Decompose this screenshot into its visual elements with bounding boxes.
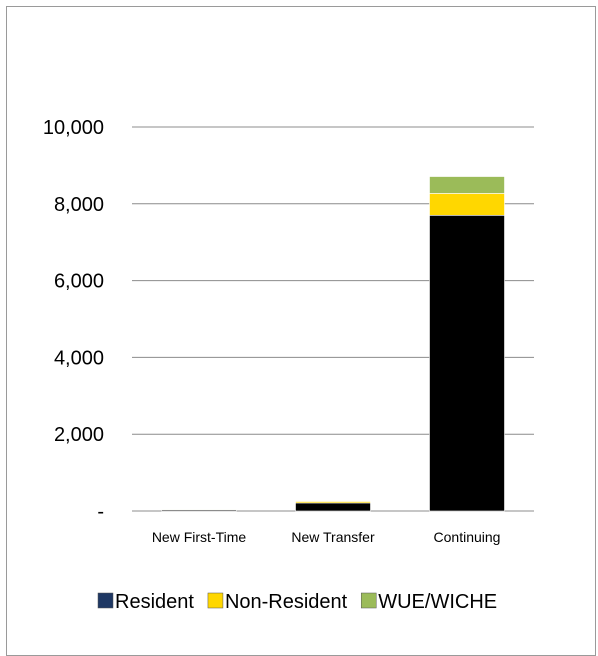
- y-tick-label: 10,000: [43, 117, 104, 139]
- y-tick-label: -: [97, 501, 104, 523]
- y-tick-label: 2,000: [54, 424, 104, 446]
- y-axis-ticks: - 2,000 4,000 6,000 8,000 10,000: [43, 117, 104, 523]
- legend-swatch: [208, 593, 223, 608]
- bar-resident-2: [430, 215, 505, 511]
- legend: Resident Non-Resident WUE/WICHE: [98, 591, 497, 613]
- legend-label: Non-Resident: [225, 591, 348, 613]
- legend-label: Resident: [115, 591, 194, 613]
- bar-wue-wiche-2: [430, 177, 505, 194]
- x-axis-ticks: New First-Time New Transfer Continuing: [152, 529, 501, 545]
- legend-label: WUE/WICHE: [378, 591, 497, 613]
- legend-swatch: [361, 593, 376, 608]
- bars: [162, 177, 505, 511]
- bar-wue-wiche-1: [296, 501, 371, 502]
- y-tick-label: 6,000: [54, 271, 104, 293]
- x-tick-label: Continuing: [434, 529, 501, 545]
- bar-non-resident-2: [430, 193, 505, 215]
- y-tick-label: 4,000: [54, 347, 104, 369]
- x-tick-label: New First-Time: [152, 529, 247, 545]
- bar-resident-1: [296, 503, 371, 511]
- legend-swatch: [98, 593, 113, 608]
- y-tick-label: 8,000: [54, 194, 104, 216]
- x-tick-label: New Transfer: [291, 529, 375, 545]
